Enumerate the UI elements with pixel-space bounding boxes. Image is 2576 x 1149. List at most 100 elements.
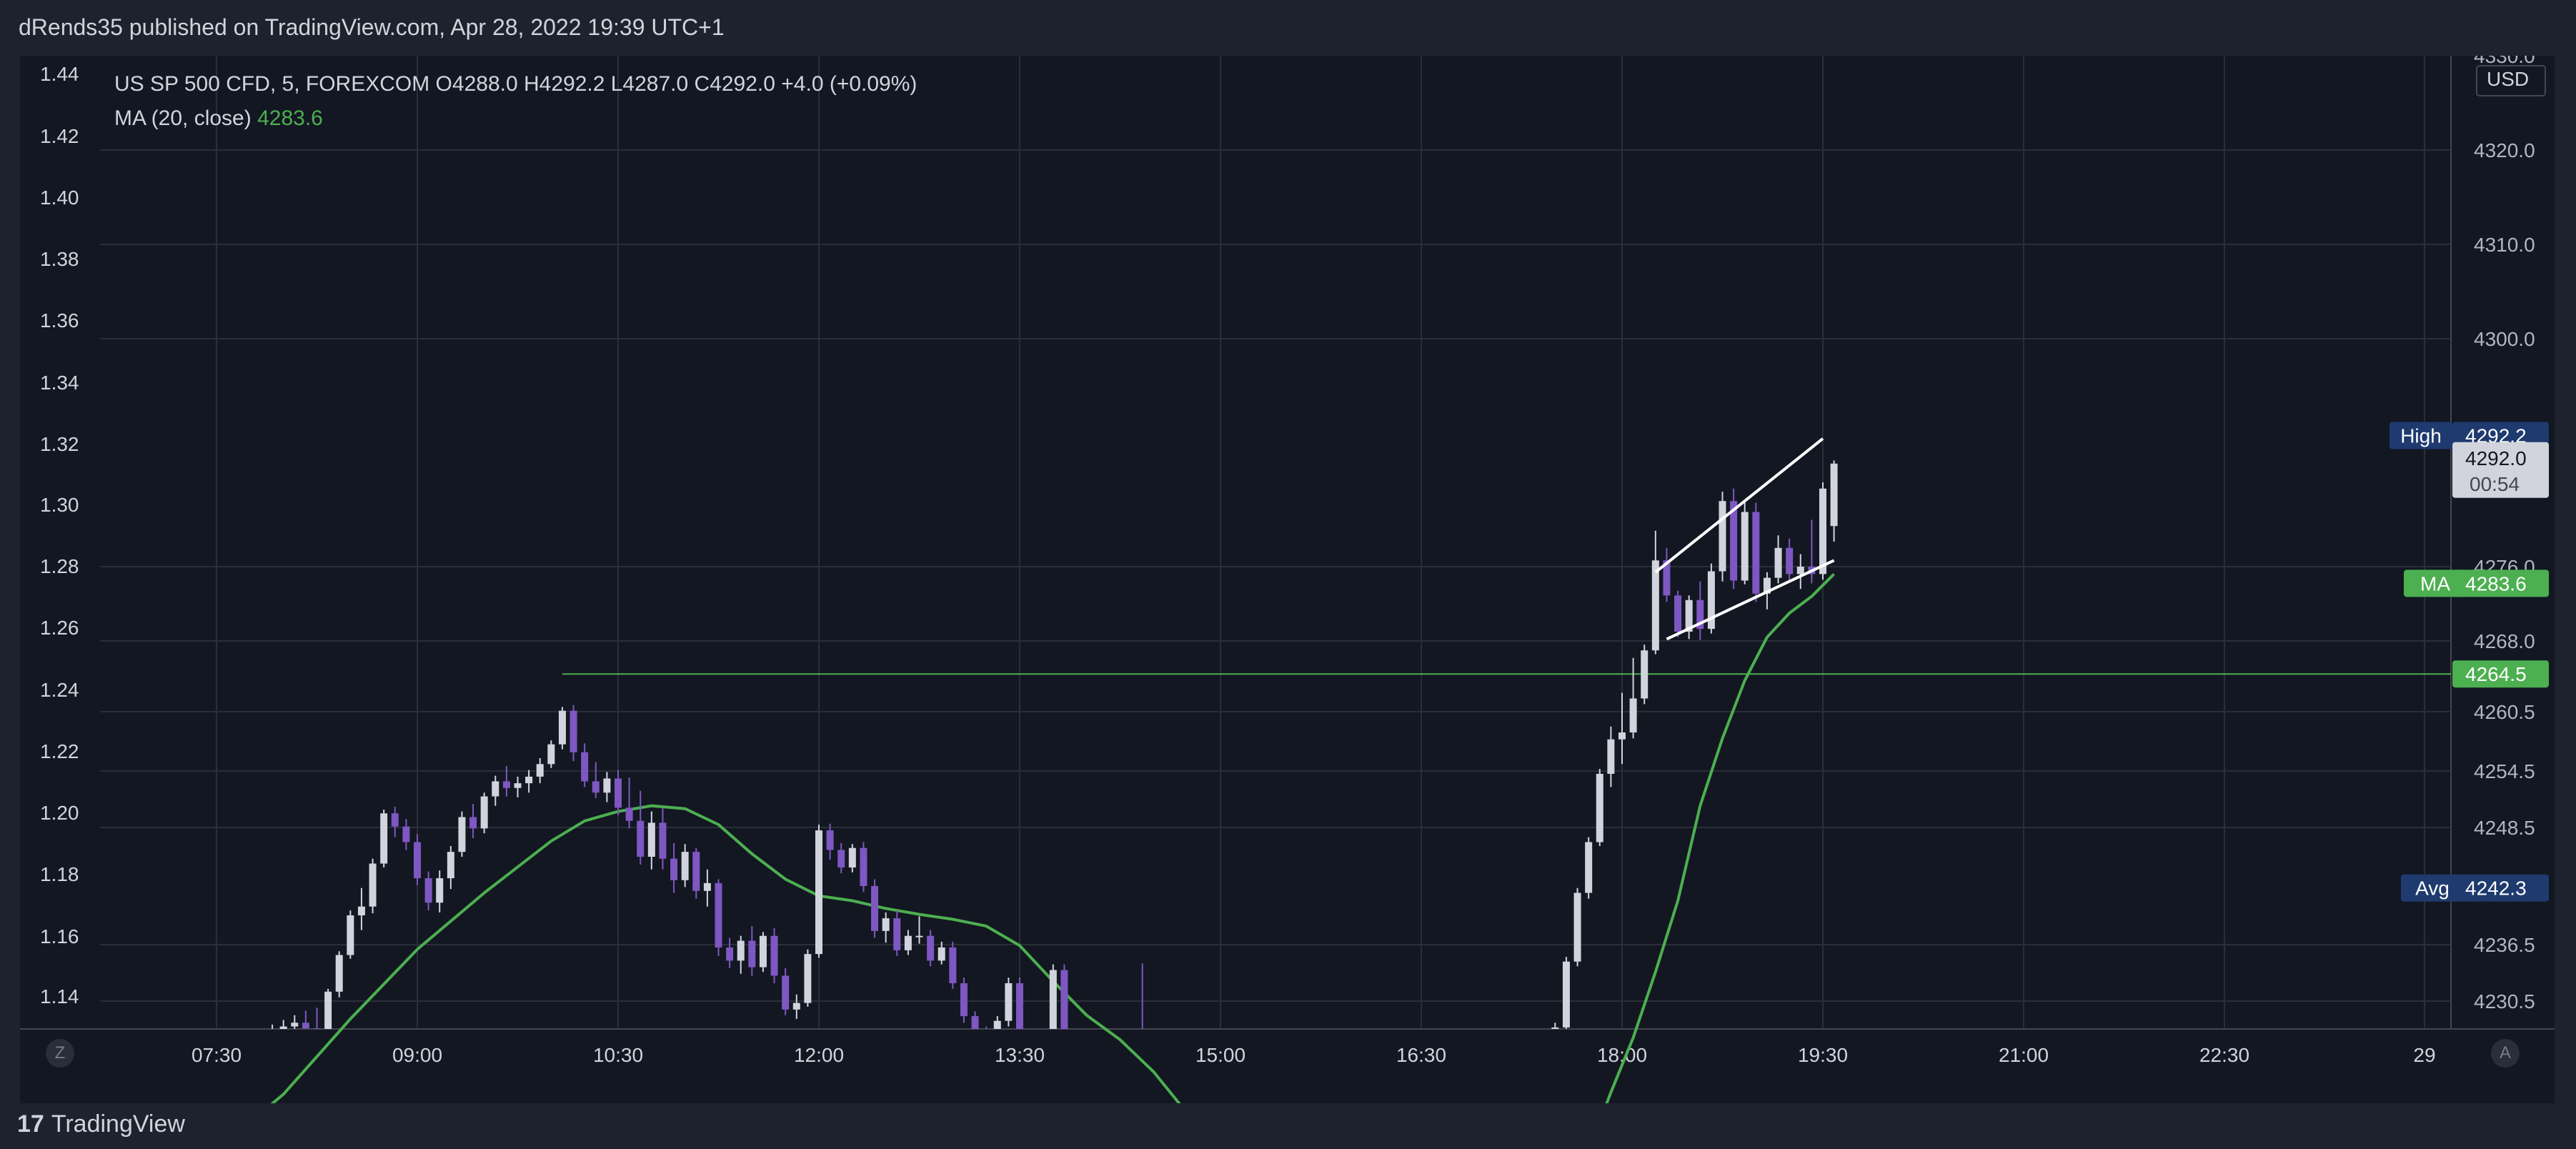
candle-up — [380, 813, 388, 864]
candle-down — [782, 975, 790, 1010]
candles-group — [272, 460, 1838, 1029]
time-axis-tick: 21:00 — [1999, 1044, 2049, 1066]
chart-area[interactable]: 1.44 1.42 1.40 1.38 1.36 1.34 1.32 1.30 1.28 1.26… — [20, 56, 2555, 1103]
candle-down — [581, 752, 589, 782]
candle-down — [1752, 512, 1760, 594]
candlestick-chart[interactable]: 1.44 1.42 1.40 1.38 1.36 1.34 1.32 1.30 1.28 1.26… — [20, 56, 2555, 1103]
candle-down — [1674, 595, 1682, 632]
channel-upper-line — [1654, 437, 1824, 574]
candle-up — [1707, 571, 1715, 630]
candle-up — [335, 955, 343, 992]
candle-up — [291, 1023, 299, 1027]
candle-up — [279, 1026, 287, 1029]
channel-lower-line — [1666, 559, 1835, 641]
ma20-line — [1605, 572, 1836, 1103]
candle-down — [402, 826, 410, 842]
time-axis-tick: 29 — [2413, 1044, 2435, 1066]
left-axis-tick: 1.30 — [40, 494, 79, 516]
candle-down — [637, 820, 645, 857]
time-axis-tick: 09:00 — [392, 1044, 442, 1066]
left-axis-tick: 1.32 — [40, 433, 79, 455]
time-axis-tick: 13:30 — [995, 1044, 1045, 1066]
right-axis-tick: 4260.5 — [2474, 701, 2535, 723]
ma-legend-label: MA (20, close) — [114, 106, 252, 130]
candle-up — [1551, 1027, 1559, 1029]
candle-up — [347, 915, 354, 955]
left-axis-tick: 1.42 — [40, 125, 79, 147]
candle-up — [1763, 577, 1771, 594]
candle-down — [615, 778, 622, 808]
candle-up — [436, 878, 444, 903]
plot-background — [20, 56, 2555, 1103]
tradingview-brand[interactable]: 17 TradingView — [17, 1110, 185, 1138]
ma-badge-label: MA — [2420, 572, 2450, 595]
auto-scale-button[interactable]: A — [2491, 1039, 2520, 1068]
time-axis-tick: 16:30 — [1396, 1044, 1446, 1066]
candle-up — [915, 935, 923, 937]
time-axis-tick: 12:00 — [794, 1044, 844, 1066]
left-axis-tick: 1.22 — [40, 740, 79, 762]
candle-up — [1005, 983, 1013, 1021]
candle-up — [1651, 560, 1659, 651]
candle-up — [1830, 463, 1838, 527]
candle-up — [1573, 892, 1581, 962]
candle-down — [1663, 560, 1671, 596]
candle-up — [558, 710, 566, 745]
candle-up — [547, 744, 555, 765]
candle-down — [860, 847, 867, 886]
candle-up — [536, 764, 544, 777]
avg-badge-label-box — [2401, 874, 2464, 902]
left-axis-tick: 1.18 — [40, 863, 79, 885]
candle-down — [670, 858, 678, 880]
candle-up — [447, 852, 454, 879]
left-axis-tick: 1.28 — [40, 555, 79, 577]
right-axis-tick: 4300.0 — [2474, 328, 2535, 350]
candle-down — [715, 882, 722, 947]
left-axis-tick: 1.24 — [40, 679, 79, 701]
avg-badge-value: 4242.3 — [2465, 877, 2527, 900]
high-badge-label: High — [2400, 424, 2442, 447]
candle-down — [313, 1028, 321, 1029]
candle-up — [603, 778, 611, 793]
candle-up — [759, 935, 767, 968]
candle-down — [871, 886, 879, 931]
candle-down — [302, 1023, 309, 1029]
candle-up — [492, 781, 499, 797]
right-axis-tick: 4330.0 — [2474, 56, 2535, 67]
candle-up — [647, 822, 655, 857]
ma-badge-value-box — [2452, 569, 2549, 597]
candle-up — [681, 852, 689, 880]
candle-up — [703, 882, 711, 891]
candle-up — [369, 863, 377, 907]
candle-up — [1596, 773, 1603, 842]
candle-up — [938, 947, 945, 961]
candle-down — [692, 852, 700, 891]
header-bar: dRends35 published on TradingView.com, A… — [0, 0, 2576, 56]
candle-down — [893, 918, 901, 950]
candle-up — [1641, 650, 1648, 699]
candle-up — [1629, 698, 1637, 733]
candle-down — [659, 822, 667, 859]
candle-up — [458, 817, 466, 852]
candle-down — [1730, 501, 1738, 581]
candle-down — [748, 940, 756, 968]
candle-up — [882, 918, 890, 931]
candle-up — [1796, 567, 1804, 574]
candle-down — [960, 983, 968, 1017]
candle-down — [826, 830, 834, 850]
candle-up — [525, 776, 533, 784]
publish-title: dRends35 published on TradingView.com, A… — [19, 14, 725, 40]
candle-down — [592, 781, 600, 793]
candle-down — [726, 947, 734, 961]
scale-z-button[interactable]: Z — [46, 1039, 74, 1068]
last-price-value: 4292.0 — [2465, 447, 2527, 469]
candle-down — [424, 878, 432, 903]
candle-down — [502, 781, 510, 788]
last-price-box — [2452, 442, 2549, 498]
chart-legend: US SP 500 CFD, 5, FOREXCOM O4288.0 H4292… — [114, 67, 917, 136]
ma-legend-line: MA (20, close) 4283.6 — [114, 101, 917, 136]
candle-up — [514, 783, 522, 788]
candle-down — [625, 807, 633, 821]
candle-up — [792, 1003, 800, 1010]
right-axis-tick: 4230.5 — [2474, 990, 2535, 1013]
